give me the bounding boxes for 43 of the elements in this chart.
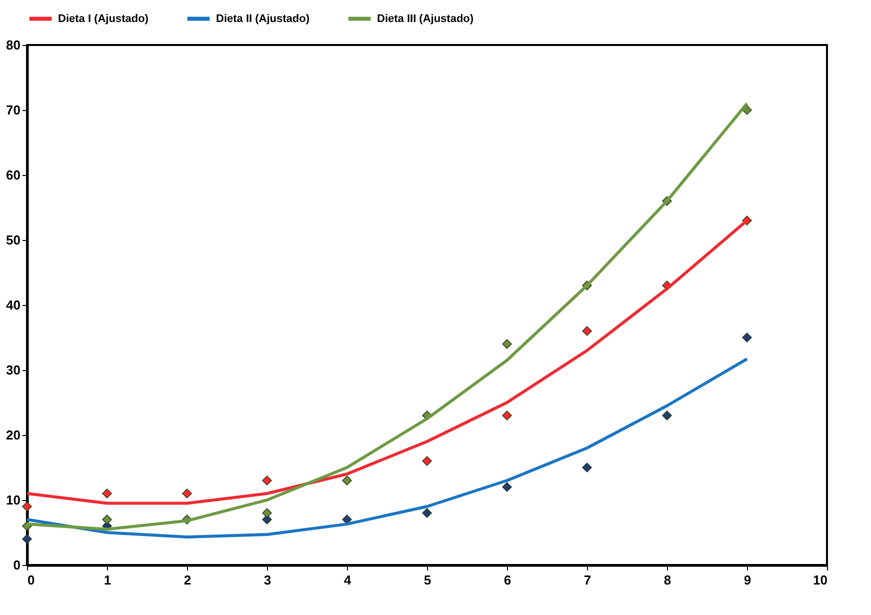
- point: [102, 514, 112, 524]
- y-tick-label: 40: [6, 298, 20, 312]
- point: [342, 476, 352, 486]
- point: [502, 410, 512, 420]
- point: [262, 508, 272, 518]
- point: [102, 488, 112, 498]
- point: [582, 462, 592, 472]
- x-tick-label: 1: [104, 572, 112, 588]
- y-tick-label: 0: [13, 558, 20, 572]
- legend-label: Dieta III (Ajustado): [377, 12, 474, 25]
- x-tick-label: 0: [28, 572, 35, 588]
- point: [22, 502, 32, 512]
- point: [662, 410, 672, 420]
- x-tick-label: 2: [184, 572, 192, 588]
- x-tick-label: 3: [264, 572, 272, 588]
- line-series: [26, 357, 748, 539]
- point: [502, 339, 512, 349]
- y-tick-label: 80: [6, 38, 20, 52]
- point: [182, 488, 192, 498]
- x-tick-label: 8: [664, 572, 672, 588]
- legend-label: Dieta I (Ajustado): [58, 12, 149, 25]
- y-tick-label: 50: [6, 232, 20, 248]
- x-tick-label: 10: [813, 572, 828, 588]
- legend-label: Dieta II (Ajustado): [216, 12, 310, 25]
- x-tick-label: 9: [744, 572, 752, 588]
- point: [422, 508, 432, 518]
- x-tick-label: 7: [584, 572, 592, 588]
- point: [262, 476, 272, 486]
- y-tick-label: 70: [6, 102, 20, 118]
- point: [342, 514, 352, 524]
- point: [742, 105, 752, 115]
- point: [582, 326, 592, 336]
- y-tick-label: 30: [6, 362, 20, 378]
- point: [742, 332, 752, 342]
- point: [422, 456, 432, 466]
- x-tick-label: 5: [424, 572, 432, 588]
- y-tick-label: 60: [6, 168, 20, 182]
- x-tick-label: 4: [344, 572, 352, 588]
- point: [502, 482, 512, 492]
- y-tick-label: 10: [6, 492, 20, 508]
- y-tick-label: 20: [6, 428, 20, 442]
- x-tick-label: 6: [504, 572, 512, 588]
- point: [22, 534, 32, 544]
